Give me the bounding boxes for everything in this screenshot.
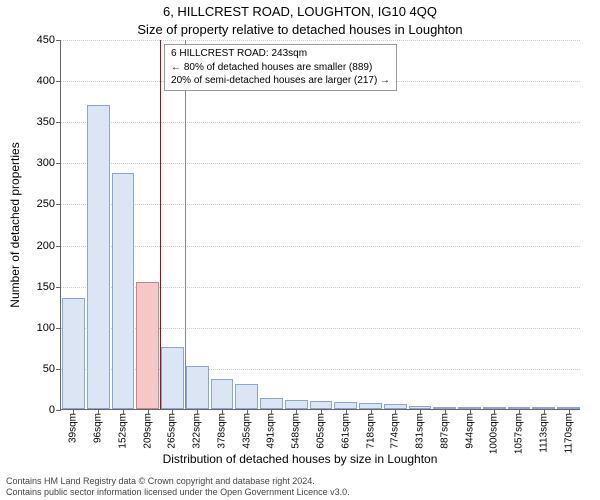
ytick-mark	[56, 287, 61, 288]
bar	[235, 384, 258, 409]
bar	[285, 400, 308, 409]
xtick-label: 265sqm	[167, 413, 178, 449]
bar	[112, 173, 135, 409]
xtick-mark	[222, 409, 223, 414]
ytick-label: 0	[23, 404, 55, 416]
gridline	[61, 163, 580, 164]
xtick-label: 209sqm	[142, 413, 153, 449]
gridline	[61, 204, 580, 205]
xtick-label: 435sqm	[241, 413, 252, 449]
xtick-label: 548sqm	[291, 413, 302, 449]
y-axis-label: Number of detached properties	[8, 142, 22, 307]
xtick-label: 152sqm	[117, 413, 128, 449]
ytick-label: 450	[23, 34, 55, 46]
xtick-mark	[420, 409, 421, 414]
legend-line: 6 HILLCREST ROAD: 243sqm	[171, 47, 390, 61]
footer-attribution: Contains HM Land Registry data © Crown c…	[6, 476, 350, 498]
xtick-mark	[197, 409, 198, 414]
bar	[161, 347, 184, 409]
xtick-mark	[247, 409, 248, 414]
reference-line-gray	[185, 40, 186, 409]
xtick-mark	[569, 409, 570, 414]
ytick-mark	[56, 122, 61, 123]
xtick-mark	[519, 409, 520, 414]
ytick-mark	[56, 328, 61, 329]
xtick-mark	[98, 409, 99, 414]
x-axis-label: Distribution of detached houses by size …	[0, 452, 600, 466]
xtick-label: 1113sqm	[538, 413, 549, 453]
xtick-label: 1170sqm	[563, 413, 574, 453]
ytick-label: 400	[23, 75, 55, 87]
xtick-label: 774sqm	[390, 413, 401, 449]
reference-line-red	[160, 40, 161, 409]
xtick-label: 1057sqm	[514, 413, 525, 454]
xtick-mark	[395, 409, 396, 414]
xtick-mark	[346, 409, 347, 414]
xtick-mark	[321, 409, 322, 414]
ytick-label: 300	[23, 157, 55, 169]
plot-area: 05010015020025030035040045039sqm96sqm152…	[60, 40, 580, 410]
xtick-label: 944sqm	[464, 413, 475, 449]
xtick-label: 322sqm	[192, 413, 203, 449]
ytick-mark	[56, 410, 61, 411]
xtick-label: 718sqm	[365, 413, 376, 449]
xtick-mark	[271, 409, 272, 414]
xtick-mark	[148, 409, 149, 414]
ytick-label: 150	[23, 281, 55, 293]
bar	[136, 282, 159, 409]
gridline	[61, 40, 580, 41]
ytick-label: 350	[23, 116, 55, 128]
xtick-mark	[123, 409, 124, 414]
xtick-label: 887sqm	[439, 413, 450, 449]
ytick-label: 250	[23, 198, 55, 210]
ytick-label: 200	[23, 240, 55, 252]
xtick-mark	[445, 409, 446, 414]
ytick-label: 50	[23, 363, 55, 375]
chart-subtitle: Size of property relative to detached ho…	[0, 22, 600, 37]
xtick-label: 39sqm	[68, 413, 79, 443]
chart-container: 6, HILLCREST ROAD, LOUGHTON, IG10 4QQ Si…	[0, 0, 600, 500]
bar	[62, 298, 85, 409]
bar	[260, 398, 283, 410]
xtick-label: 491sqm	[266, 413, 277, 449]
ytick-mark	[56, 40, 61, 41]
xtick-mark	[172, 409, 173, 414]
xtick-label: 661sqm	[340, 413, 351, 449]
xtick-mark	[371, 409, 372, 414]
xtick-label: 378sqm	[216, 413, 227, 449]
xtick-mark	[73, 409, 74, 414]
xtick-label: 831sqm	[415, 413, 426, 449]
footer-line1: Contains HM Land Registry data © Crown c…	[6, 476, 350, 487]
ytick-mark	[56, 204, 61, 205]
ytick-mark	[56, 246, 61, 247]
legend-line: 20% of semi-detached houses are larger (…	[171, 74, 390, 88]
footer-line2: Contains public sector information licen…	[6, 487, 350, 498]
bar	[186, 366, 209, 409]
gridline	[61, 122, 580, 123]
bar	[87, 105, 110, 409]
bar	[211, 379, 234, 409]
bar	[310, 401, 333, 409]
ytick-mark	[56, 81, 61, 82]
ytick-label: 100	[23, 322, 55, 334]
chart-title: 6, HILLCREST ROAD, LOUGHTON, IG10 4QQ	[0, 4, 600, 19]
legend-line: ← 80% of detached houses are smaller (88…	[171, 61, 390, 75]
xtick-label: 605sqm	[316, 413, 327, 449]
xtick-mark	[544, 409, 545, 414]
legend-box: 6 HILLCREST ROAD: 243sqm← 80% of detache…	[164, 44, 397, 91]
xtick-mark	[494, 409, 495, 414]
xtick-mark	[296, 409, 297, 414]
ytick-mark	[56, 369, 61, 370]
gridline	[61, 246, 580, 247]
ytick-mark	[56, 163, 61, 164]
xtick-label: 96sqm	[93, 413, 104, 443]
xtick-label: 1000sqm	[489, 413, 500, 454]
xtick-mark	[470, 409, 471, 414]
